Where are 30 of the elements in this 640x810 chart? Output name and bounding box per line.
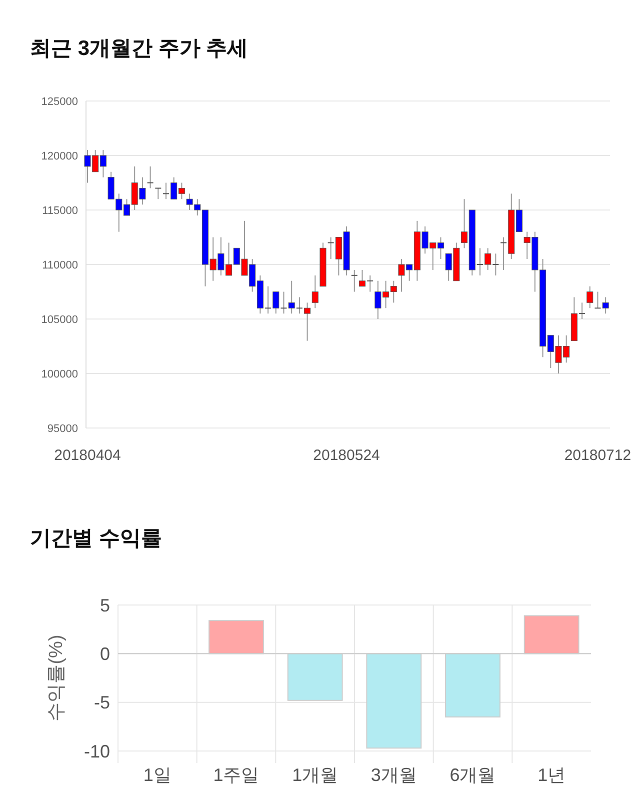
y-tick-label: 115000 bbox=[42, 204, 78, 217]
y-axis-title: 수익률(%) bbox=[46, 634, 67, 722]
candlestick bbox=[586, 286, 594, 309]
y-tick-label: 5 bbox=[100, 595, 110, 616]
candlestick bbox=[602, 296, 609, 314]
chart-title: 기간별 수익률 bbox=[30, 527, 162, 550]
candlestick bbox=[594, 291, 602, 309]
x-tick-label: 1년 bbox=[538, 765, 566, 785]
y-tick-label: 100000 bbox=[41, 368, 78, 380]
y-tick-label: -10 bbox=[84, 741, 110, 762]
candlestick bbox=[146, 166, 154, 189]
x-tick-label: 6개월 bbox=[450, 765, 496, 785]
candlestick bbox=[154, 188, 162, 200]
y-tick-label: 125000 bbox=[41, 96, 78, 108]
x-tick-label: 20180712 bbox=[564, 447, 632, 464]
x-tick-label: 20180524 bbox=[313, 447, 380, 464]
y-tick-label: 105000 bbox=[41, 314, 78, 326]
candlestick bbox=[350, 269, 358, 292]
y-tick-label: 120000 bbox=[41, 150, 78, 162]
x-tick-label: 1주일 bbox=[213, 765, 260, 785]
x-tick-label: 1개월 bbox=[292, 765, 338, 785]
candlestick bbox=[312, 274, 318, 309]
y-tick-label: 95000 bbox=[47, 422, 78, 435]
y-tick-label: -5 bbox=[94, 692, 110, 713]
x-tick-label: 20180404 bbox=[54, 447, 121, 464]
x-tick-label: 3개월 bbox=[370, 765, 417, 785]
y-tick-label: 110000 bbox=[42, 259, 78, 272]
x-tick-label: 1일 bbox=[143, 765, 172, 785]
y-tick-label: 0 bbox=[100, 644, 110, 664]
chart-title: 최근 3개월간 주가 추세 bbox=[30, 37, 248, 60]
